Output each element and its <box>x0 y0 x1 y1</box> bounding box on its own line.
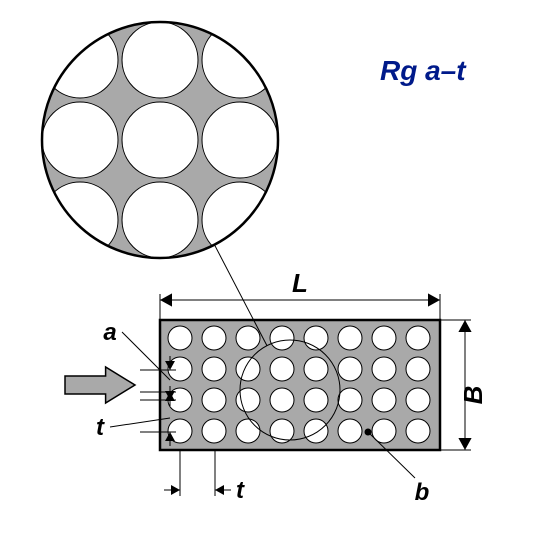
hole <box>372 357 396 381</box>
hole <box>372 388 396 412</box>
hole <box>168 357 192 381</box>
hole <box>304 419 328 443</box>
hole <box>304 326 328 350</box>
hole <box>202 326 226 350</box>
hole <box>338 388 362 412</box>
hole <box>202 388 226 412</box>
hole <box>372 326 396 350</box>
hole <box>406 419 430 443</box>
hole <box>338 419 362 443</box>
dim-label-a: a <box>103 319 116 346</box>
hole <box>338 357 362 381</box>
dim-label-t: t <box>96 414 105 441</box>
hole <box>168 326 192 350</box>
dim-label-L: L <box>292 268 308 298</box>
hole <box>270 388 294 412</box>
hole <box>202 419 226 443</box>
hole <box>236 419 260 443</box>
dim-label-b: b <box>415 479 430 506</box>
hole <box>406 357 430 381</box>
hole <box>304 388 328 412</box>
hole <box>270 357 294 381</box>
hole <box>236 326 260 350</box>
feed-arrow <box>65 367 135 403</box>
hole <box>304 357 328 381</box>
technical-diagram: L Ba t t b <box>0 0 550 550</box>
hole <box>236 357 260 381</box>
hole <box>202 357 226 381</box>
hole <box>406 388 430 412</box>
diagram-title: Rg a–t <box>380 55 466 87</box>
hole <box>338 326 362 350</box>
dim-label-t: t <box>236 477 245 504</box>
hole <box>270 326 294 350</box>
hole <box>406 326 430 350</box>
dim-label-B: B <box>458 386 488 405</box>
